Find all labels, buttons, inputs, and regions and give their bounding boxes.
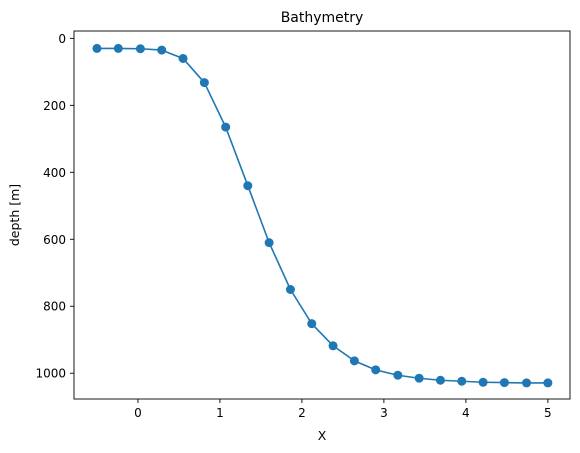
- chart-title: Bathymetry: [281, 10, 364, 26]
- x-tick-label: 5: [544, 406, 552, 420]
- data-point: [135, 44, 145, 54]
- data-point: [349, 356, 359, 366]
- data-point: [199, 78, 209, 88]
- y-tick-label: 400: [43, 166, 66, 180]
- data-point: [113, 43, 123, 53]
- data-point: [457, 376, 467, 386]
- y-tick-label: 0: [58, 32, 66, 46]
- data-point: [243, 181, 253, 191]
- series-line: [96, 47, 548, 384]
- x-axis: 0 1 2 3 4 5: [134, 399, 552, 420]
- data-point: [478, 377, 488, 387]
- y-tick-label: 1000: [35, 367, 66, 381]
- x-tick-label: 1: [216, 406, 224, 420]
- data-point: [178, 53, 188, 63]
- data-point: [522, 378, 532, 388]
- data-point: [307, 319, 317, 329]
- y-tick-label: 200: [43, 99, 66, 113]
- axes-frame: [73, 30, 571, 400]
- data-point: [221, 122, 231, 132]
- x-tick-label: 4: [462, 406, 470, 420]
- x-axis-label: X: [318, 428, 327, 443]
- data-point: [371, 365, 381, 375]
- y-tick-label: 800: [43, 300, 66, 314]
- y-axis-label: depth [m]: [7, 184, 22, 246]
- data-point: [328, 341, 338, 351]
- y-axis: 0 200 400 600 800 1000: [35, 32, 74, 381]
- y-tick-label: 600: [43, 233, 66, 247]
- data-point: [92, 43, 102, 53]
- data-point: [157, 45, 167, 55]
- x-tick-label: 0: [134, 406, 142, 420]
- plot-area: [92, 43, 553, 388]
- data-point: [414, 373, 424, 383]
- x-tick-label: 2: [298, 406, 306, 420]
- data-point: [543, 378, 553, 388]
- x-tick-label: 3: [380, 406, 388, 420]
- data-point: [499, 378, 509, 388]
- data-point: [264, 238, 274, 248]
- data-point: [285, 285, 295, 295]
- data-point: [435, 375, 445, 385]
- data-point: [393, 370, 403, 380]
